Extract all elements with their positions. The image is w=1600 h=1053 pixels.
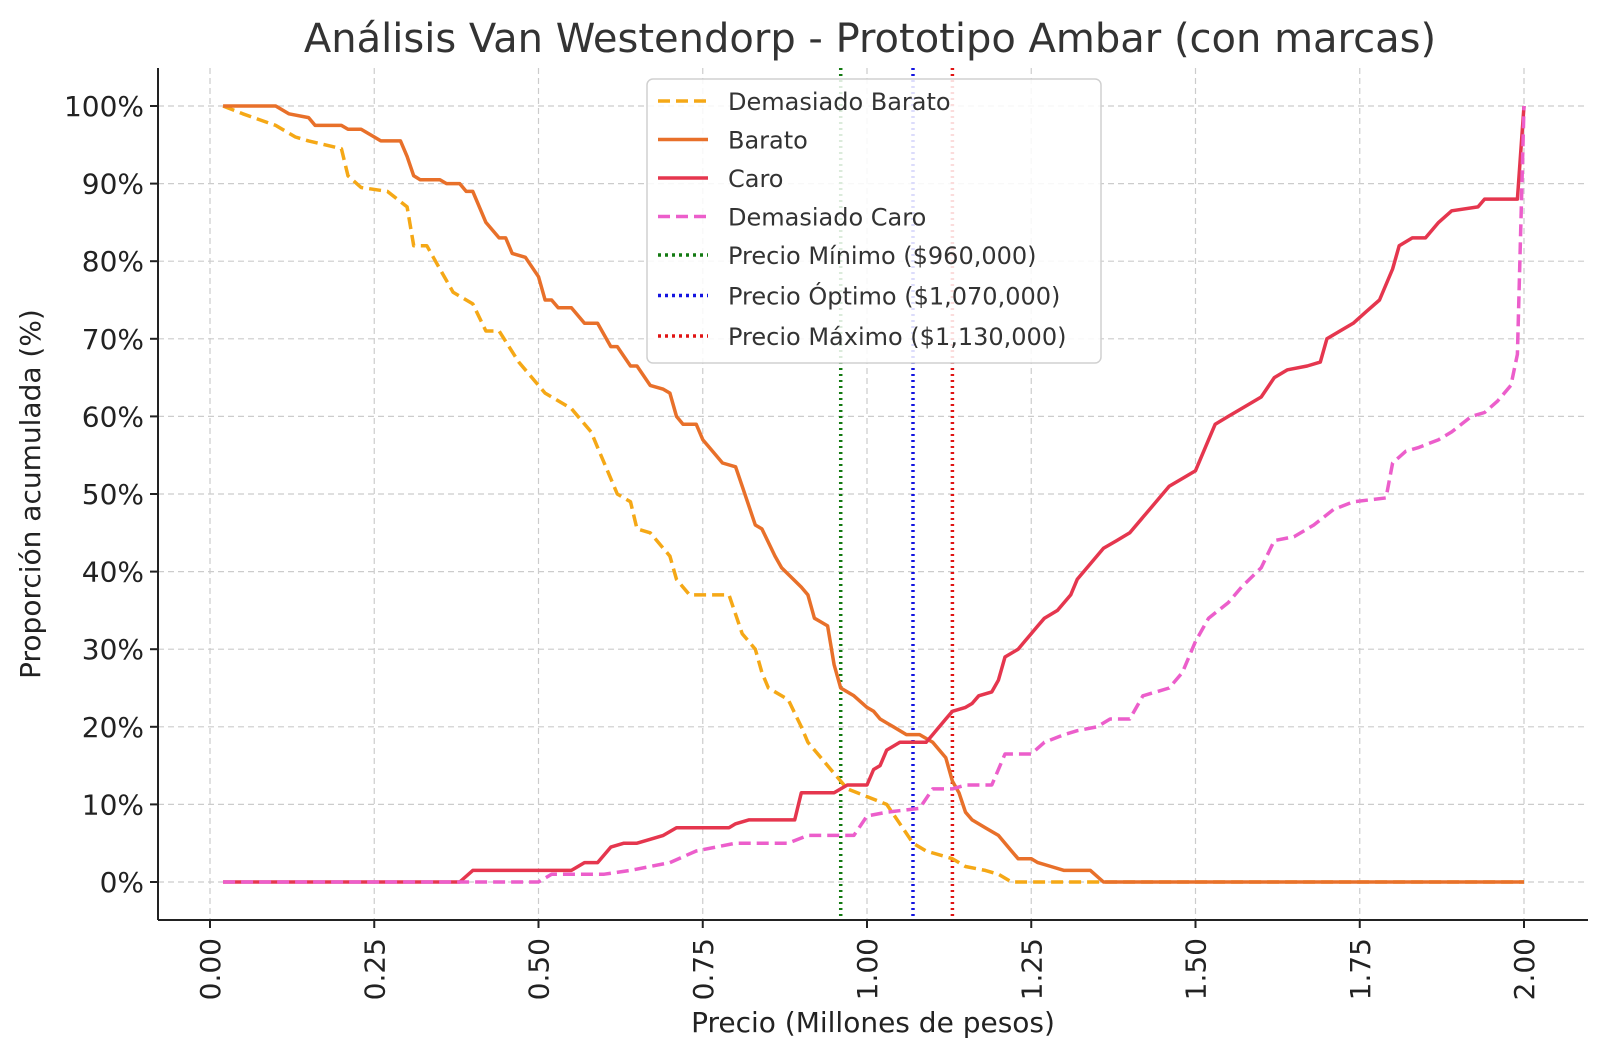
chart-title: Análisis Van Westendorp - Prototipo Amba… [304,16,1436,62]
legend-label-demasiado-caro: Demasiado Caro [728,204,926,232]
y-ticks: 0% 10% 20% 30% 40% 50% 60% 70% 80% 90% 100% [64,90,158,899]
x-ticks: 0.00 0.25 0.50 0.75 1.00 1.25 1.50 1.75 2.00 [194,920,1541,1000]
legend-label-caro: Caro [728,165,784,193]
y-tick-label: 70% [82,323,144,356]
x-tick-label: 2.00 [1508,938,1541,1000]
demasiado-caro-series-line [223,105,1526,884]
legend: Demasiado Barato Barato Caro Demasiado Caro… [646,78,1102,364]
y-axis-label: Proporción acumulada (%) [14,309,47,679]
x-tick-label: 1.00 [851,938,884,1000]
series-lines [222,104,1526,884]
y-tick-label: 10% [82,788,144,821]
legend-label-precio-optimo: Precio Óptimo ($1,070,000) [728,281,1060,311]
x-tick-label: 0.50 [523,938,556,1000]
y-tick-label: 0% [100,866,144,899]
y-tick-label: 90% [82,168,144,201]
caro-series-line [223,105,1526,884]
y-tick-label: 30% [82,633,144,666]
x-tick-label: 0.00 [194,938,227,1000]
x-tick-label: 1.25 [1015,938,1048,1000]
x-tick-label: 0.75 [687,938,720,1000]
legend-label-precio-maximo: Precio Máximo ($1,130,000) [728,323,1066,351]
barato-series-line [223,104,1524,884]
y-tick-label: 60% [82,400,144,433]
y-tick-label: 40% [82,556,144,589]
y-tick-label: 100% [64,90,144,123]
legend-box [646,78,1102,364]
y-tick-label: 80% [82,245,144,278]
legend-label-barato: Barato [728,127,808,155]
x-tick-label: 1.75 [1344,938,1377,1000]
x-axis-label: Precio (Millones de pesos) [691,1006,1055,1039]
legend-label-precio-minimo: Precio Mínimo ($960,000) [728,242,1037,270]
y-tick-label: 20% [82,711,144,744]
x-tick-label: 0.25 [358,938,391,1000]
legend-label-demasiado-barato: Demasiado Barato [728,88,951,116]
y-tick-label: 50% [82,478,144,511]
x-tick-label: 1.50 [1180,938,1213,1000]
